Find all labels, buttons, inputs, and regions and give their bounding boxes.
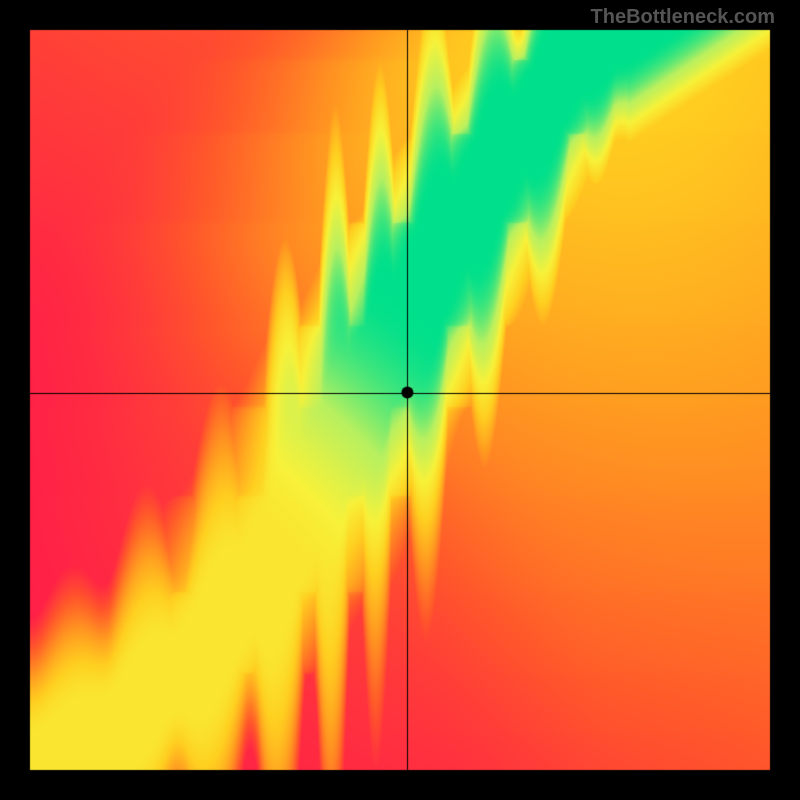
watermark-text: TheBottleneck.com [591,6,775,29]
heatmap-canvas [0,0,800,800]
chart-root: TheBottleneck.com [0,0,800,800]
